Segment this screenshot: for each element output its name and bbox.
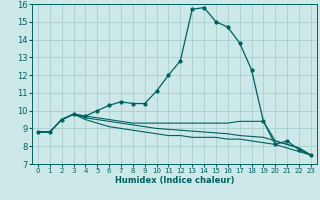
X-axis label: Humidex (Indice chaleur): Humidex (Indice chaleur) [115,176,234,185]
